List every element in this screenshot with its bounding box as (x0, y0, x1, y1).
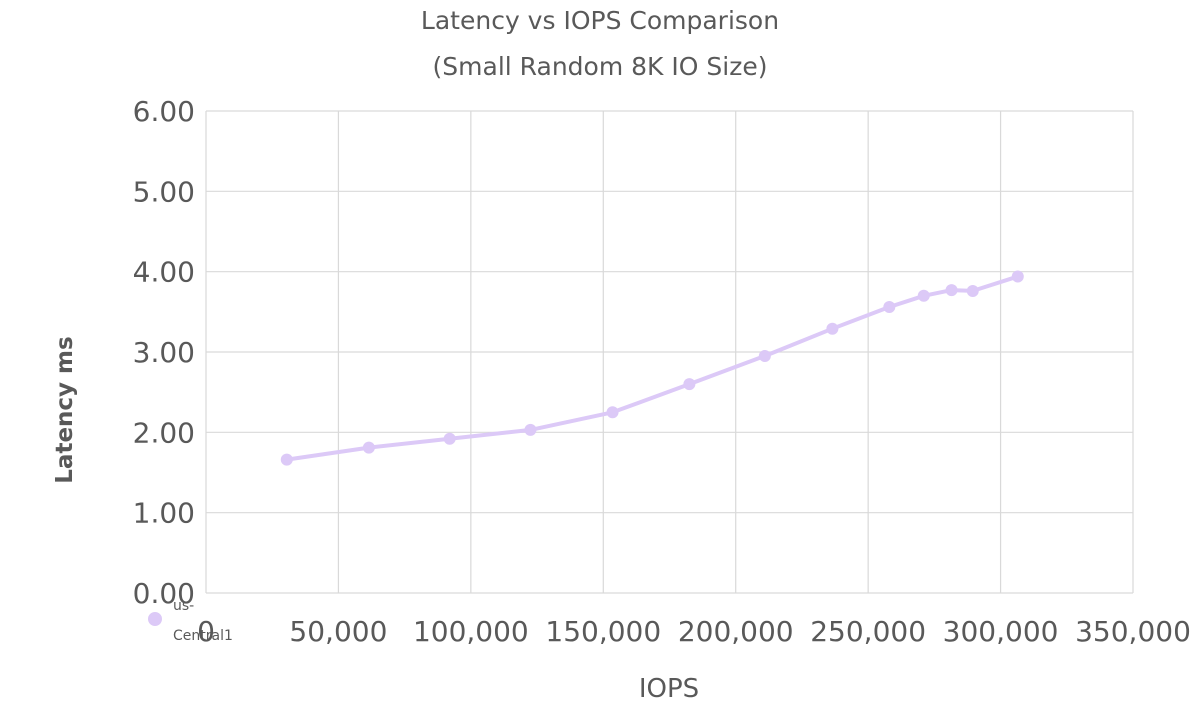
grid (205, 110, 1134, 594)
data-point (917, 289, 930, 302)
data-point (524, 423, 537, 436)
y-tick-label: 1.00 (133, 497, 195, 530)
data-point (606, 406, 619, 419)
y-tick-label: 5.00 (133, 175, 195, 208)
chart-subtitle: (Small Random 8K IO Size) (433, 52, 768, 81)
x-tick-label: 50,000 (289, 615, 387, 648)
y-axis-title: Latency ms (52, 336, 78, 483)
data-point (945, 284, 958, 297)
y-tick-label: 2.00 (133, 416, 195, 449)
x-tick-label: 350,000 (1075, 615, 1191, 648)
x-tick-label: 300,000 (943, 615, 1059, 648)
x-tick-label: 150,000 (545, 615, 661, 648)
data-point (883, 301, 896, 314)
data-point (1011, 270, 1024, 283)
legend-label-part-2: Central1 (173, 628, 233, 644)
x-tick-label: 250,000 (810, 615, 926, 648)
data-point (443, 432, 456, 445)
legend: us- Central1 (146, 598, 233, 644)
chart-title: Latency vs IOPS Comparison (421, 6, 779, 35)
x-axis-title: IOPS (639, 674, 699, 704)
data-point (683, 378, 696, 391)
y-tick-label: 3.00 (133, 336, 195, 369)
x-tick-label: 100,000 (413, 615, 529, 648)
legend-label-part-1: us- (173, 598, 194, 614)
data-point (280, 453, 293, 466)
tick-labels: 0 50,000 100,000 150,000 200,000 250,000 300,0… (133, 95, 1191, 648)
x-tick-label: 200,000 (678, 615, 794, 648)
x-tick-label: 0 (197, 615, 215, 648)
data-point (758, 350, 771, 363)
series-layer (280, 270, 1024, 466)
data-point (826, 322, 839, 335)
y-tick-label: 0.00 (133, 577, 195, 610)
data-point (362, 441, 375, 454)
legend-marker (146, 610, 164, 628)
y-tick-label: 6.00 (133, 95, 195, 128)
y-tick-label: 4.00 (133, 256, 195, 289)
data-point (966, 284, 979, 297)
